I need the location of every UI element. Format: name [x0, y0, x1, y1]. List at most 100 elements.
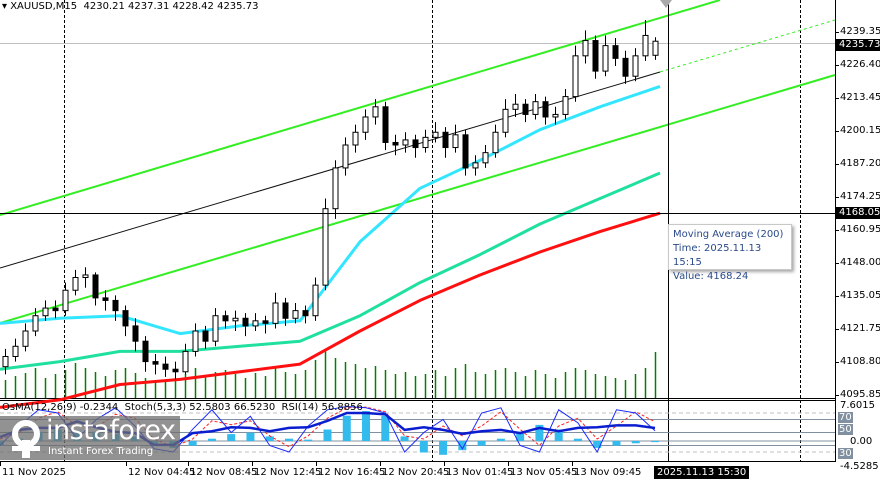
candle-bear: [522, 103, 529, 115]
candle-bull: [402, 139, 409, 146]
osma-bar: [304, 439, 313, 441]
candle-bull: [342, 144, 349, 169]
osma-bar: [458, 441, 467, 451]
osma-bar: [265, 436, 274, 441]
moving-averages: [0, 84, 661, 409]
osma-bar: [381, 415, 390, 441]
ma-200-line: [0, 211, 661, 409]
osma-bar: [400, 436, 409, 441]
level-30: 30: [838, 448, 853, 459]
candle-bear: [392, 141, 399, 146]
candle-bull: [502, 108, 509, 133]
time-axis-label: 13 Nov 05:45: [510, 467, 578, 478]
candle-bear: [92, 274, 99, 299]
candle-bear: [592, 40, 599, 72]
osma-bar: [477, 441, 486, 446]
candle-bull: [472, 162, 479, 169]
osma-bar: [419, 441, 428, 453]
candle-bull: [12, 345, 19, 357]
instaforex-logo-icon: [12, 420, 40, 458]
candle-bear: [282, 302, 289, 319]
osma-bar: [207, 438, 216, 441]
candle-bear: [382, 106, 389, 143]
channel-middle-line[interactable]: [0, 71, 661, 269]
candle-bear: [152, 361, 159, 365]
candle-bull: [552, 113, 559, 118]
price-axis-label: 4121.75: [840, 323, 880, 334]
ma-tooltip: Moving Average (200) Time: 2025.11.13 15…: [668, 224, 792, 282]
osc-axis-min: -4.5285: [840, 461, 879, 472]
candle-bull: [582, 40, 589, 57]
candle-bull: [42, 307, 49, 317]
candle-bear: [542, 101, 549, 118]
level-70: 70: [838, 412, 853, 423]
candle-bear: [102, 297, 109, 301]
price-axis-label: 4213.45: [840, 92, 880, 103]
osma-bar: [516, 431, 525, 441]
time-axis-label: 12 Nov 04:45: [128, 467, 196, 478]
candle-bear: [622, 57, 629, 77]
ohlc-values: 4230.21 4237.31 4228.42 4235.73: [83, 1, 259, 12]
candles: [2, 20, 659, 380]
candle-bull: [372, 106, 379, 118]
candle-bull: [482, 152, 489, 164]
collapse-triangle-icon[interactable]: ▾: [2, 1, 11, 12]
time-axis-label: 12 Nov 20:45: [382, 467, 450, 478]
candle-bull: [602, 45, 609, 72]
osma-bar: [284, 438, 293, 441]
candle-bull: [452, 134, 459, 149]
candle-bull: [332, 167, 339, 210]
tooltip-title: Moving Average (200): [673, 229, 784, 240]
candle-bull: [432, 131, 439, 138]
osma-bar: [342, 415, 351, 441]
candle-bull: [492, 131, 499, 154]
stoch-signal-line: [0, 406, 656, 448]
candle-bear: [52, 307, 59, 312]
candle-bear: [132, 325, 139, 342]
price-axis-label: 4200.15: [840, 125, 880, 136]
candle-bull: [22, 330, 29, 347]
price-axis-label: 4108.80: [840, 356, 880, 367]
tooltip-time: Time: 2025.11.13 15:15: [673, 243, 762, 268]
candle-bear: [162, 363, 169, 370]
candle-bear: [222, 315, 229, 322]
osma-bar: [227, 434, 236, 441]
chart-header: ▾ XAUUSD,M15 4230.21 4237.31 4228.42 423…: [2, 1, 258, 12]
price-axis-label: 4160.95: [840, 224, 880, 235]
ma-50-line: [0, 84, 661, 336]
candle-bull: [362, 116, 369, 133]
time-axis-label: 13 Nov 09:45: [574, 467, 642, 478]
shift-marker-icon[interactable]: [660, 0, 672, 8]
candle-bull: [2, 355, 9, 368]
candle-bull: [272, 302, 279, 324]
instaforex-watermark: instaforex Instant Forex Trading: [0, 416, 180, 460]
candle-bull: [652, 40, 659, 56]
osma-bar: [246, 432, 255, 441]
channel-upper-line[interactable]: [0, 0, 721, 216]
watermark-brand: instaforex: [46, 415, 176, 446]
crosshair-time-box: 2025.11.13 15:30: [654, 466, 750, 479]
price-axis-label: 4135.05: [840, 290, 880, 301]
crosshair-price-box: 4168.05: [836, 207, 880, 219]
osma-bar: [573, 438, 582, 441]
candle-bear: [462, 134, 469, 169]
candle-bull: [532, 101, 539, 115]
candle-bear: [172, 368, 179, 373]
current-price-box: 4235.73: [836, 39, 880, 51]
volume-bars: [4, 350, 657, 398]
time-axis-label: 13 Nov 01:45: [446, 467, 514, 478]
osma-bar: [651, 441, 659, 443]
time-axis-label: 12 Nov 08:45: [190, 467, 258, 478]
osc-axis-zero: 0.00: [850, 436, 873, 447]
channel-lower-line[interactable]: [0, 74, 836, 324]
candle-bear: [142, 340, 149, 363]
osma-bar: [188, 441, 197, 446]
candle-bear: [612, 45, 619, 59]
candle-bull: [82, 274, 89, 278]
candle-bull: [422, 136, 429, 149]
candle-bear: [412, 139, 419, 149]
osma-bar: [323, 429, 332, 441]
candle-bull: [192, 330, 199, 352]
candle-bear: [122, 310, 129, 327]
axis-ticks: [0, 32, 839, 466]
